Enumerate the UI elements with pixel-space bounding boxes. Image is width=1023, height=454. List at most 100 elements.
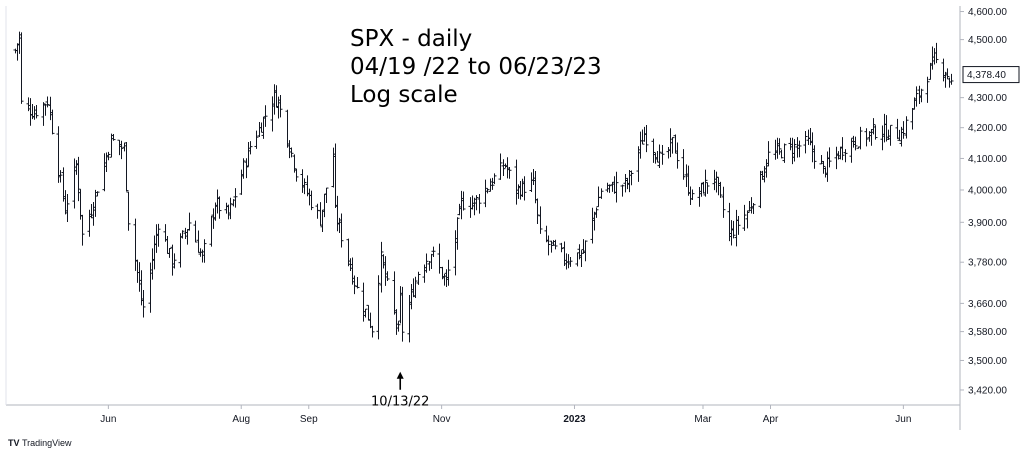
ohlc-bar (810, 132, 815, 163)
ohlc-bar (58, 170, 63, 183)
ohlc-bar (520, 178, 525, 197)
ohlc-bar (806, 129, 811, 145)
ohlc-bar (731, 220, 736, 239)
ohlc-bar (278, 95, 283, 118)
x-tick-label: Apr (763, 414, 779, 425)
ohlc-bar (409, 284, 414, 310)
ohlc-bar (461, 191, 466, 211)
ohlc-bar (947, 77, 952, 88)
ohlc-bar (318, 202, 323, 226)
ohlc-bar (257, 121, 262, 137)
ohlc-bar (331, 147, 336, 188)
y-tick-label: 4,300.00 (968, 93, 1007, 104)
ohlc-bar (109, 133, 114, 158)
ohlc-bar (363, 308, 368, 318)
ohlc-bar (549, 240, 554, 253)
y-tick-label: 4,600.00 (968, 7, 1007, 18)
ohlc-bar (790, 137, 795, 165)
x-tick-label: Jun (895, 414, 911, 425)
ohlc-bar (474, 195, 479, 211)
title-line-2: 04/19 /22 to 06/23/23 (350, 54, 602, 80)
ohlc-bar (289, 147, 294, 158)
ohlc-bar (56, 126, 61, 183)
y-tick-label: 3,900.00 (968, 218, 1007, 229)
ohlc-bar (681, 149, 686, 180)
ohlc-bar (697, 186, 702, 207)
ohlc-bar (838, 146, 843, 160)
ohlc-bar (575, 252, 580, 267)
x-tick-label: 2023 (563, 414, 586, 425)
ohlc-bar (795, 137, 800, 158)
ohlc-bar (503, 163, 508, 168)
ohlc-bar (300, 169, 305, 193)
ohlc-bar (453, 230, 458, 276)
ohlc-bar (133, 218, 138, 271)
ohlc-bar (686, 165, 691, 196)
ohlc-bar (490, 177, 495, 190)
tradingview-logo: TV TradingView (8, 438, 72, 448)
ohlc-bar (919, 88, 924, 103)
ohlc-bar (381, 254, 386, 269)
ohlc-bar (429, 253, 434, 269)
ohlc-bar (416, 271, 421, 285)
ohlc-bar (742, 204, 747, 231)
ohlc-bar (178, 233, 183, 268)
ohlc-bar (394, 309, 399, 335)
ohlc-bar (886, 129, 891, 141)
ohlc-bar (943, 71, 948, 88)
y-tick-label: 3,780.00 (968, 258, 1007, 269)
ohlc-bar (566, 254, 571, 269)
y-tick-label: 4,000.00 (968, 185, 1007, 196)
ohlc-bar (285, 109, 290, 148)
ohlc-bar (690, 189, 695, 200)
ohlc-bar (873, 125, 878, 140)
ohlc-bar (307, 188, 312, 206)
ohlc-bar (172, 253, 177, 269)
ohlc-bar (653, 152, 658, 164)
ohlc-bar (782, 143, 787, 163)
ohlc-bar (864, 128, 869, 147)
ohlc-bar (141, 289, 146, 318)
ohlc-bar (675, 142, 680, 169)
ohlc-bar (749, 197, 754, 214)
ohlc-bar (217, 196, 222, 219)
ohlc-bar (775, 137, 780, 159)
ohlc-bar (660, 144, 665, 165)
ohlc-bar (607, 184, 612, 193)
ohlc-bar (442, 273, 447, 286)
ohlc-bar (135, 259, 140, 283)
ohlc-bar (244, 158, 249, 179)
ohlc-bar (370, 325, 375, 338)
ohlc-bar (106, 151, 111, 161)
ohlc-bar (941, 58, 946, 82)
ohlc-bar (383, 256, 388, 286)
ohlc-bar (335, 195, 340, 232)
ohlc-bar (152, 235, 157, 270)
ohlc-bar (446, 259, 451, 286)
ohlc-bar (788, 137, 793, 151)
ohlc-bar (655, 150, 660, 163)
ohlc-bar (444, 269, 449, 287)
ohlc-bar (180, 230, 185, 239)
ohlc-bar (871, 118, 876, 135)
ohlc-bar (398, 286, 403, 324)
ohlc-bar (745, 210, 750, 229)
ohlc-bar (28, 98, 33, 126)
ohlc-bar (897, 129, 902, 142)
ohlc-bar (568, 256, 573, 267)
ohlc-bar (501, 159, 506, 177)
ohlc-bar (636, 146, 641, 182)
x-tick-label: Jun (100, 414, 116, 425)
ohlc-bar (579, 250, 584, 267)
ohlc-bar (320, 209, 325, 232)
ohlc-bar (638, 131, 643, 159)
ohlc-bar (41, 102, 46, 126)
ohlc-bar (165, 235, 170, 255)
ohlc-bar (309, 190, 314, 211)
ohlc-bar (614, 171, 619, 203)
ohlc-bar (843, 149, 848, 163)
ohlc-bar (339, 213, 344, 248)
ohlc-bar (483, 179, 488, 208)
ohlc-bar (629, 170, 634, 186)
ohlc-bar (808, 127, 813, 146)
